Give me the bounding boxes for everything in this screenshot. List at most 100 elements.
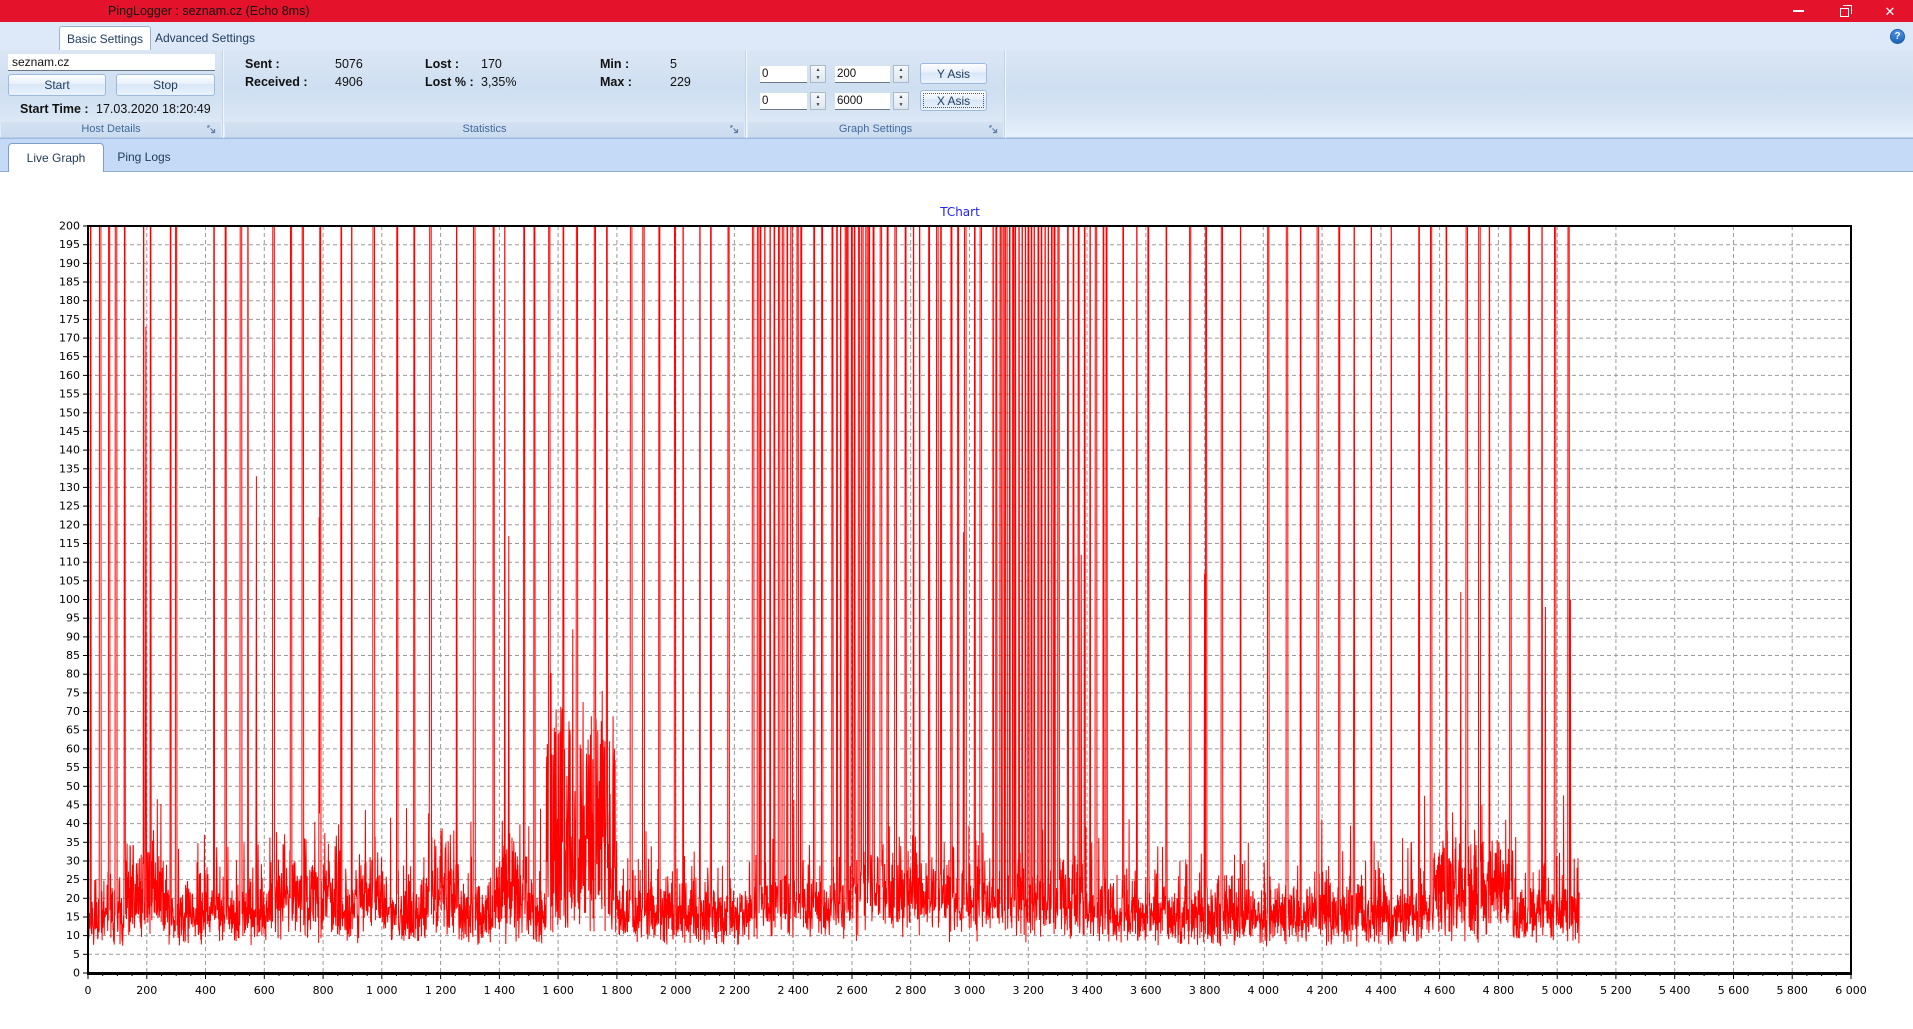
x-axis-max-input[interactable] — [835, 93, 890, 110]
svg-text:110: 110 — [59, 556, 80, 569]
tab-advanced-settings[interactable]: Advanced Settings — [150, 26, 260, 50]
titlebar: PingLogger : seznam.cz (Echo 8ms) ✕ — [0, 0, 1913, 22]
group-statistics: Sent : 5076 Received : 4906 Lost : 170 L… — [224, 50, 746, 138]
spinner-up-icon[interactable]: ▲ — [811, 66, 825, 74]
start-button[interactable]: Start — [8, 74, 106, 96]
svg-text:195: 195 — [59, 238, 80, 251]
dialog-launcher-icon[interactable] — [729, 124, 740, 135]
svg-text:80: 80 — [66, 668, 80, 681]
svg-text:5: 5 — [73, 948, 80, 961]
group-host-details: Start Stop Start Time : 17.03.2020 18:20… — [0, 50, 223, 138]
spinner-up-icon[interactable]: ▲ — [894, 93, 908, 101]
x-axis-button[interactable]: X Asis — [920, 90, 987, 111]
spinner-up-icon[interactable]: ▲ — [811, 93, 825, 101]
svg-text:165: 165 — [59, 350, 80, 363]
group-caption-statistics: Statistics — [225, 122, 744, 137]
svg-text:10: 10 — [66, 929, 80, 942]
help-icon[interactable]: ? — [1890, 29, 1905, 44]
svg-text:5 000: 5 000 — [1541, 984, 1573, 997]
svg-text:3 600: 3 600 — [1130, 984, 1162, 997]
svg-text:200: 200 — [136, 984, 157, 997]
ribbon-tab-row: Basic Settings Advanced Settings ? — [0, 22, 1913, 50]
spinner-down-icon[interactable]: ▼ — [894, 74, 908, 82]
svg-text:75: 75 — [66, 686, 80, 699]
spinner-up-icon[interactable]: ▲ — [894, 66, 908, 74]
svg-text:140: 140 — [59, 444, 80, 457]
svg-text:65: 65 — [66, 724, 80, 737]
x-axis-min-input[interactable] — [760, 93, 807, 110]
restore-button[interactable] — [1821, 0, 1867, 22]
group-caption-label: Graph Settings — [839, 123, 912, 135]
svg-text:800: 800 — [313, 984, 334, 997]
svg-text:105: 105 — [59, 574, 80, 587]
tab-ping-logs[interactable]: Ping Logs — [108, 143, 180, 172]
svg-text:600: 600 — [254, 984, 275, 997]
svg-text:40: 40 — [66, 817, 80, 830]
dialog-launcher-icon[interactable] — [206, 124, 217, 135]
svg-text:0: 0 — [85, 984, 92, 997]
stat-min: Min : 5 — [600, 57, 629, 71]
tab-basic-settings[interactable]: Basic Settings — [59, 26, 151, 50]
svg-text:85: 85 — [66, 649, 80, 662]
svg-text:5 400: 5 400 — [1659, 984, 1691, 997]
start-time-value: 17.03.2020 18:20:49 — [96, 102, 211, 116]
svg-text:2 600: 2 600 — [836, 984, 868, 997]
y-axis-button[interactable]: Y Asis — [920, 63, 987, 84]
host-input[interactable] — [8, 54, 215, 71]
x-axis-min-spinner: ▲ ▼ — [810, 92, 826, 110]
svg-text:15: 15 — [66, 911, 80, 924]
svg-text:3 400: 3 400 — [1071, 984, 1103, 997]
minimize-button[interactable] — [1775, 0, 1821, 22]
svg-text:5 200: 5 200 — [1600, 984, 1632, 997]
stop-button[interactable]: Stop — [116, 74, 215, 96]
group-caption-host: Host Details — [1, 122, 221, 137]
stat-lost-percent: Lost % : 3,35% — [425, 75, 474, 89]
close-icon: ✕ — [1885, 5, 1896, 18]
svg-text:1 600: 1 600 — [542, 984, 574, 997]
svg-text:50: 50 — [66, 780, 80, 793]
spinner-down-icon[interactable]: ▼ — [811, 74, 825, 82]
svg-text:0: 0 — [73, 967, 80, 980]
svg-text:25: 25 — [66, 873, 80, 886]
tab-live-graph[interactable]: Live Graph — [8, 143, 104, 172]
svg-text:3 000: 3 000 — [954, 984, 986, 997]
svg-text:190: 190 — [59, 257, 80, 270]
group-caption-graph-settings: Graph Settings — [748, 122, 1003, 137]
y-axis-min-spinner: ▲ ▼ — [810, 65, 826, 83]
svg-text:60: 60 — [66, 742, 80, 755]
svg-text:2 400: 2 400 — [777, 984, 809, 997]
svg-text:4 600: 4 600 — [1424, 984, 1456, 997]
svg-text:120: 120 — [59, 518, 80, 531]
svg-text:4 000: 4 000 — [1248, 984, 1280, 997]
svg-text:130: 130 — [59, 481, 80, 494]
svg-text:3 200: 3 200 — [1013, 984, 1045, 997]
group-caption-label: Host Details — [81, 123, 140, 135]
spinner-down-icon[interactable]: ▼ — [894, 101, 908, 109]
y-axis-max-input[interactable] — [835, 66, 890, 83]
svg-text:135: 135 — [59, 462, 80, 475]
ribbon-body: Start Stop Start Time : 17.03.2020 18:20… — [0, 50, 1913, 138]
svg-text:2 200: 2 200 — [719, 984, 751, 997]
svg-text:160: 160 — [59, 369, 80, 382]
dialog-launcher-icon[interactable] — [988, 124, 999, 135]
group-graph-settings: ▲ ▼ ▲ ▼ Y Asis ▲ ▼ ▲ ▼ X Asis Graph Sett… — [747, 50, 1005, 138]
svg-text:70: 70 — [66, 705, 80, 718]
svg-text:150: 150 — [59, 406, 80, 419]
svg-text:2 000: 2 000 — [660, 984, 692, 997]
svg-text:400: 400 — [195, 984, 216, 997]
svg-text:95: 95 — [66, 612, 80, 625]
close-button[interactable]: ✕ — [1867, 0, 1913, 22]
svg-text:3 800: 3 800 — [1189, 984, 1221, 997]
svg-text:1 400: 1 400 — [484, 984, 516, 997]
svg-text:115: 115 — [59, 537, 80, 550]
y-axis-min-input[interactable] — [760, 66, 807, 83]
svg-text:100: 100 — [59, 593, 80, 606]
restore-icon — [1840, 8, 1849, 17]
group-caption-label: Statistics — [462, 123, 506, 135]
live-graph-chart[interactable]: 0510152025303540455055606570758085909510… — [0, 172, 1913, 1029]
svg-text:145: 145 — [59, 425, 80, 438]
svg-text:20: 20 — [66, 892, 80, 905]
svg-text:125: 125 — [59, 500, 80, 513]
svg-text:6 000: 6 000 — [1835, 984, 1867, 997]
spinner-down-icon[interactable]: ▼ — [811, 101, 825, 109]
